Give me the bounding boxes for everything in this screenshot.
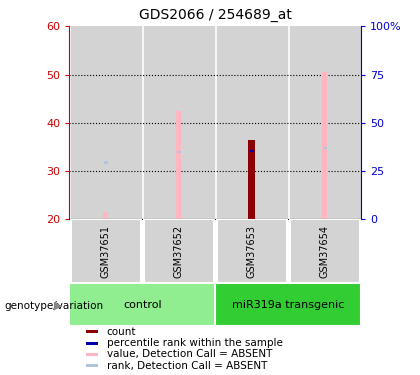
Bar bbox=[104, 161, 108, 164]
Bar bbox=[322, 72, 327, 219]
Bar bbox=[249, 150, 254, 152]
Bar bbox=[86, 364, 98, 367]
Bar bbox=[249, 140, 255, 219]
Text: GSM37651: GSM37651 bbox=[101, 225, 111, 278]
Bar bbox=[176, 151, 181, 153]
Text: control: control bbox=[123, 300, 162, 310]
Bar bbox=[176, 111, 181, 219]
Text: GSM37653: GSM37653 bbox=[247, 225, 257, 278]
Bar bbox=[69, 283, 215, 326]
Bar bbox=[86, 353, 98, 356]
Text: genotype/variation: genotype/variation bbox=[4, 301, 103, 310]
Bar bbox=[86, 342, 98, 345]
Text: ▶: ▶ bbox=[54, 301, 62, 310]
Bar bbox=[144, 219, 214, 283]
Text: GSM37652: GSM37652 bbox=[174, 225, 184, 278]
Bar bbox=[215, 283, 361, 326]
Bar bbox=[217, 219, 287, 283]
Text: value, Detection Call = ABSENT: value, Detection Call = ABSENT bbox=[107, 350, 272, 359]
Bar bbox=[103, 212, 108, 219]
Bar bbox=[71, 26, 141, 219]
Bar bbox=[290, 219, 360, 283]
Bar bbox=[86, 330, 98, 333]
Bar bbox=[323, 147, 327, 149]
Text: rank, Detection Call = ABSENT: rank, Detection Call = ABSENT bbox=[107, 361, 267, 370]
Text: count: count bbox=[107, 327, 136, 337]
Bar bbox=[250, 150, 254, 152]
Bar bbox=[217, 26, 287, 219]
Title: GDS2066 / 254689_at: GDS2066 / 254689_at bbox=[139, 9, 291, 22]
Text: percentile rank within the sample: percentile rank within the sample bbox=[107, 338, 283, 348]
Bar bbox=[71, 219, 141, 283]
Bar bbox=[290, 26, 360, 219]
Bar bbox=[144, 26, 214, 219]
Text: miR319a transgenic: miR319a transgenic bbox=[232, 300, 344, 310]
Bar bbox=[249, 140, 254, 219]
Text: GSM37654: GSM37654 bbox=[320, 225, 330, 278]
